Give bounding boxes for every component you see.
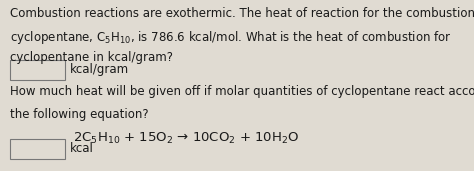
FancyBboxPatch shape bbox=[10, 139, 65, 159]
Text: How much heat will be given off if molar quantities of cyclopentane react accord: How much heat will be given off if molar… bbox=[10, 86, 474, 98]
Text: cyclopentane in kcal/gram?: cyclopentane in kcal/gram? bbox=[10, 51, 173, 64]
Text: cyclopentane, C$_{5}$H$_{10}$, is 786.6 kcal/mol. What is the heat of combustion: cyclopentane, C$_{5}$H$_{10}$, is 786.6 … bbox=[10, 29, 452, 46]
Text: kcal: kcal bbox=[70, 142, 94, 155]
Text: the following equation?: the following equation? bbox=[10, 108, 149, 121]
FancyBboxPatch shape bbox=[10, 60, 65, 80]
Text: 2C$_{5}$H$_{10}$ + 15O$_{2}$ → 10CO$_{2}$ + 10H$_{2}$O: 2C$_{5}$H$_{10}$ + 15O$_{2}$ → 10CO$_{2}… bbox=[73, 131, 300, 146]
Text: Combustion reactions are exothermic. The heat of reaction for the combustion of: Combustion reactions are exothermic. The… bbox=[10, 7, 474, 20]
Text: kcal/gram: kcal/gram bbox=[70, 63, 129, 76]
